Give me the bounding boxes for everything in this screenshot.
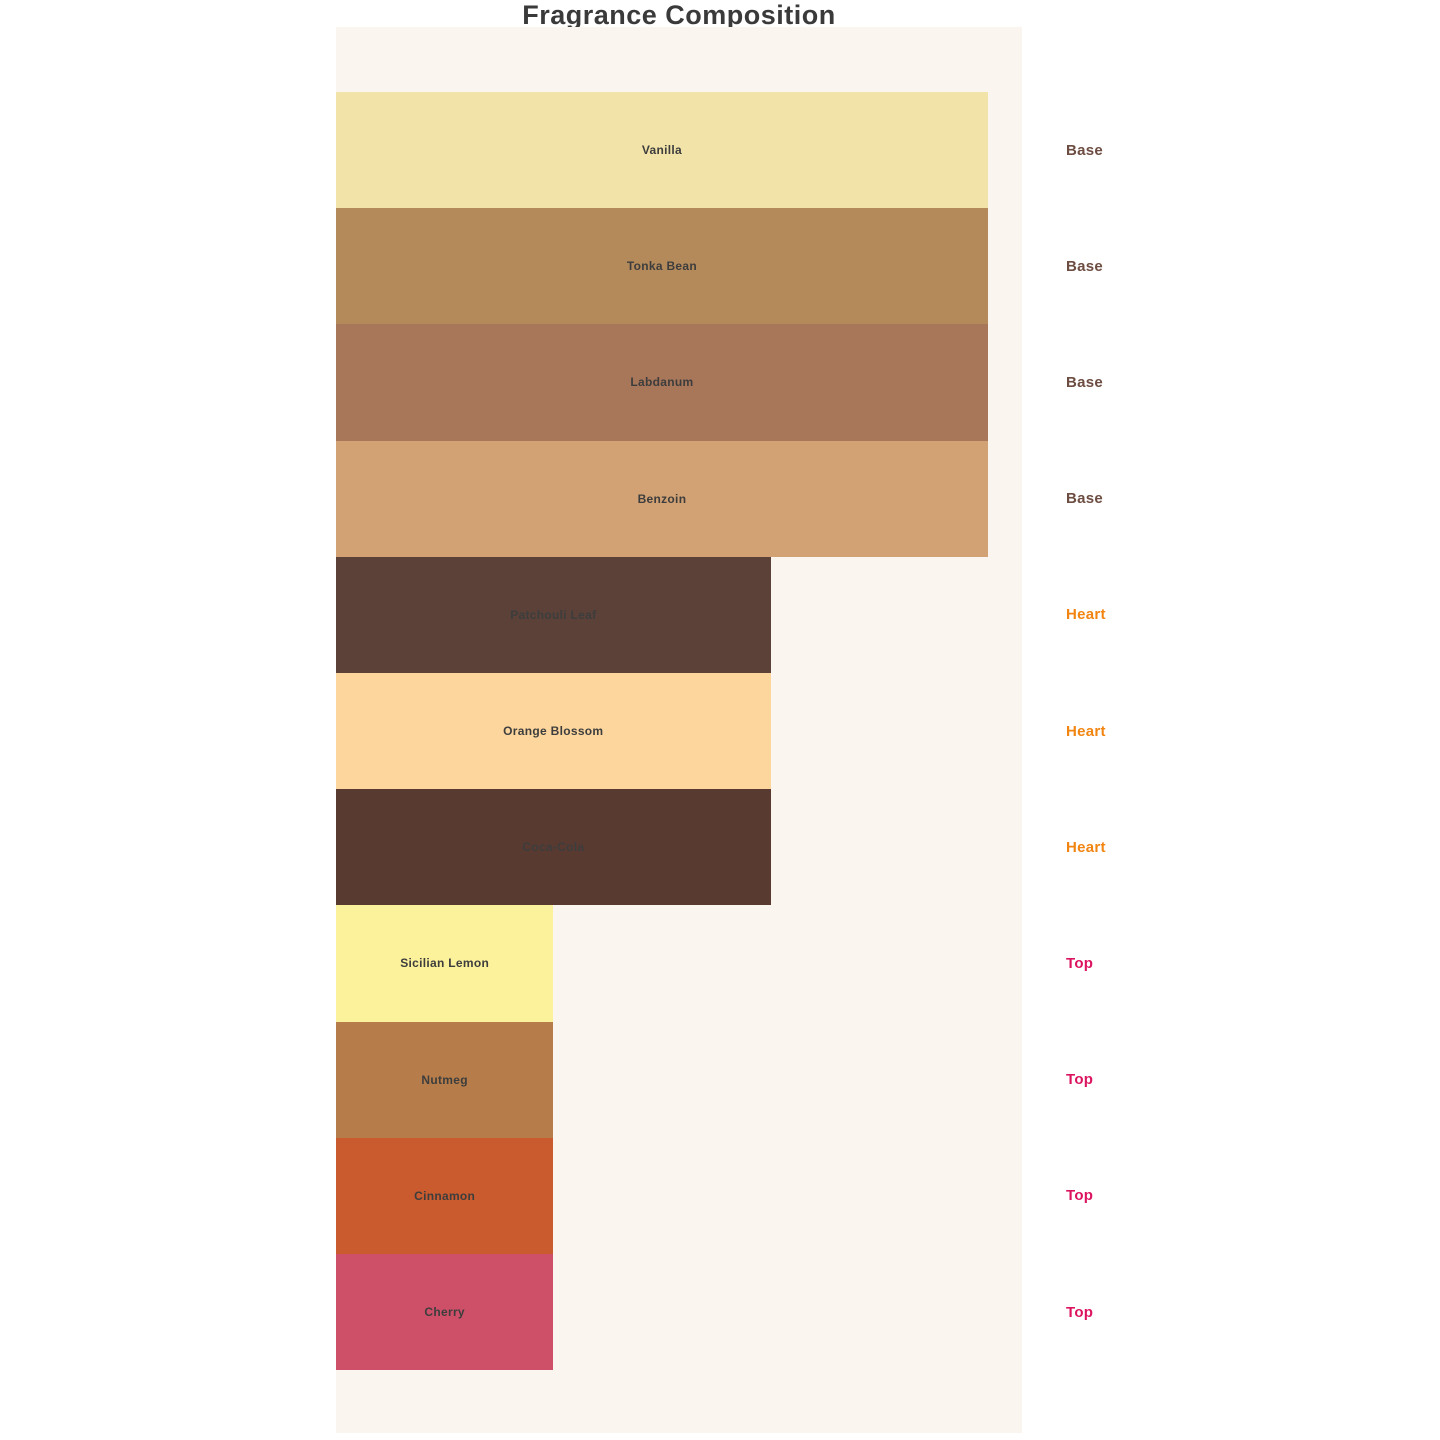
- bar-nutmeg: Nutmeg: [336, 1021, 554, 1138]
- group-label-heart-5: Heart: [1066, 722, 1106, 740]
- bar-cherry: Cherry: [336, 1254, 554, 1371]
- bar-label-orange-blossom: Orange Blossom: [503, 724, 604, 739]
- group-label-top-8: Top: [1066, 1071, 1094, 1089]
- group-label-heart-6: Heart: [1066, 838, 1106, 856]
- bar-label-benzoin: Benzoin: [637, 491, 687, 506]
- bar-benzoin: Benzoin: [336, 440, 988, 557]
- bar-label-nutmeg: Nutmeg: [421, 1072, 468, 1087]
- bar-patchouli-leaf: Patchouli Leaf: [336, 556, 771, 673]
- group-label-base-3: Base: [1066, 490, 1104, 508]
- group-label-top-10: Top: [1066, 1303, 1094, 1321]
- bar-label-cinnamon: Cinnamon: [414, 1188, 476, 1203]
- group-label-base-0: Base: [1066, 141, 1104, 159]
- group-label-base-2: Base: [1066, 373, 1104, 391]
- bar-cinnamon: Cinnamon: [336, 1137, 554, 1254]
- bar-label-patchouli-leaf: Patchouli Leaf: [510, 607, 597, 622]
- group-label-top-7: Top: [1066, 954, 1094, 972]
- bar-label-vanilla: Vanilla: [641, 143, 682, 158]
- bar-label-labdanum: Labdanum: [630, 375, 694, 390]
- bar-label-cherry: Cherry: [424, 1305, 465, 1320]
- group-label-top-9: Top: [1066, 1187, 1094, 1205]
- bar-labdanum: Labdanum: [336, 324, 988, 441]
- plot-area: Vanilla Tonka Bean Labdanum Benzoin Patchoul…: [336, 27, 1022, 1433]
- bar-label-coca-cola: Coca-Cola: [522, 840, 585, 855]
- bar-label-tonka-bean: Tonka Bean: [626, 259, 697, 274]
- bar-orange-blossom: Orange Blossom: [336, 673, 771, 790]
- bar-label-sicilian-lemon: Sicilian Lemon: [400, 956, 490, 971]
- bar-vanilla: Vanilla: [336, 92, 988, 209]
- chart-title: Fragrance Composition: [522, 0, 836, 30]
- bar-coca-cola: Coca-Cola: [336, 789, 771, 906]
- group-label-heart-4: Heart: [1066, 606, 1106, 624]
- group-label-base-1: Base: [1066, 257, 1104, 275]
- bar-sicilian-lemon: Sicilian Lemon: [336, 905, 554, 1022]
- bar-tonka-bean: Tonka Bean: [336, 208, 988, 325]
